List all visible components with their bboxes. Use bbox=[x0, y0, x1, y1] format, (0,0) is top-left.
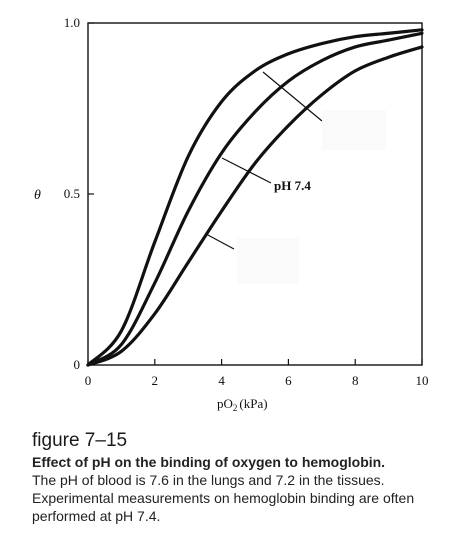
series-line-3 bbox=[86, 45, 424, 367]
figure-number: figure 7–15 bbox=[32, 430, 128, 451]
y-tick-label-0: 0 bbox=[74, 357, 81, 372]
x-axis-label-unit: (kPa) bbox=[239, 396, 267, 411]
y-tick-label-0.5: 0.5 bbox=[64, 186, 80, 201]
leader-line-middle bbox=[221, 157, 272, 184]
figure-text: The pH of blood is 7.6 in the lungs and … bbox=[32, 472, 415, 524]
x-tick-label-10: 10 bbox=[416, 373, 429, 388]
x-tick-label-6: 6 bbox=[285, 373, 292, 388]
series-line-1 bbox=[86, 28, 424, 367]
axis-tick-labels: 0 2 4 6 8 10 0 0.5 1.0 bbox=[64, 15, 429, 388]
figure-caption: figure 7–15 Effect of pH on the binding … bbox=[32, 430, 452, 525]
y-axis-label: θ bbox=[34, 188, 41, 203]
leader-line-upper bbox=[262, 71, 323, 122]
x-axis-label-subscript: 2 bbox=[233, 403, 238, 413]
x-tick-label-2: 2 bbox=[152, 373, 159, 388]
x-tick-label-8: 8 bbox=[352, 373, 359, 388]
y-tick-label-1: 1.0 bbox=[64, 15, 80, 30]
x-axis-label-base: pO bbox=[217, 396, 233, 411]
x-axis-label: pO2 (kPa) bbox=[217, 396, 268, 413]
blank-label-box-upper bbox=[322, 110, 386, 150]
series-curves bbox=[86, 28, 424, 367]
blank-label-box-lower bbox=[237, 238, 299, 284]
series-line-2 bbox=[86, 31, 424, 367]
x-tick-label-4: 4 bbox=[218, 373, 225, 388]
annotation-ph-7-4: pH 7.4 bbox=[274, 178, 311, 193]
axis-ticks bbox=[87, 22, 423, 366]
figure-title: Effect of pH on the binding of oxygen to… bbox=[32, 454, 386, 470]
x-tick-label-0: 0 bbox=[85, 373, 92, 388]
leader-line-lower bbox=[205, 233, 235, 250]
